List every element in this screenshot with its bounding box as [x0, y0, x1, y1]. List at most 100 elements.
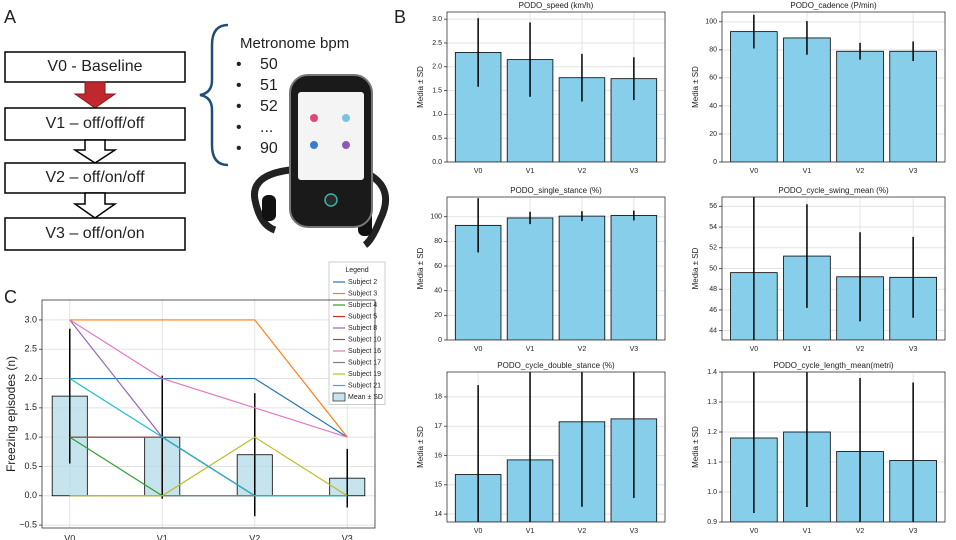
- x-tick-label: V3: [630, 528, 639, 535]
- bullet: •: [236, 77, 242, 94]
- y-axis-label: Media ± SD: [416, 426, 425, 468]
- x-tick-label: V3: [630, 168, 639, 175]
- y-axis-label: Freezing episodes (n): [4, 356, 18, 472]
- y-tick-label: 50: [709, 265, 717, 272]
- bullet: •: [236, 140, 242, 157]
- y-tick-label: 16: [434, 452, 442, 459]
- y-tick-label: 80: [434, 238, 442, 245]
- panel-label: B: [394, 7, 406, 27]
- step-label: V2 – off/on/off: [45, 169, 145, 186]
- bullet: •: [236, 56, 242, 73]
- legend-label: Subject 2: [348, 279, 377, 286]
- axes-frame: [721, 371, 946, 523]
- panel-label: C: [4, 287, 17, 307]
- earbud: [262, 195, 276, 221]
- legend-label: Subject 5: [348, 313, 377, 320]
- legend: Legend Subject 2 Subject 3 Subject 4 Subject…: [328, 261, 386, 405]
- x-tick-label: V0: [750, 346, 759, 353]
- chart-title: PODO_single_stance (%): [510, 186, 602, 195]
- x-tick-label: V1: [157, 533, 168, 540]
- icon: [310, 114, 318, 122]
- y-axis-label: Media ± SD: [691, 426, 700, 468]
- x-tick-label: V3: [630, 346, 639, 353]
- x-tick-label: V2: [856, 528, 865, 535]
- y-tick-label: 1.1: [707, 459, 717, 466]
- chart-title: PODO_cadence (P/min): [790, 1, 877, 10]
- legend-label: Subject 3: [348, 290, 377, 297]
- axes-frame: [41, 299, 376, 529]
- y-axis-label: Media ± SD: [416, 247, 425, 289]
- y-tick-label: 52: [709, 245, 717, 252]
- y-tick-label: 1.5: [24, 402, 37, 412]
- y-tick-label: 1.3: [707, 399, 717, 406]
- x-tick-label: V1: [526, 168, 535, 175]
- arrow: [73, 81, 117, 109]
- device-button: [324, 193, 338, 207]
- y-tick-label: 46: [709, 307, 717, 314]
- axes-frame: [446, 11, 666, 163]
- x-tick-label: V1: [526, 528, 535, 535]
- arrow: [72, 139, 118, 164]
- chart-title: PODO_speed (km/h): [519, 1, 594, 10]
- subplot: 14 15 16 17 18 V0 V1 V2 V3 Media ± SD PODO_cycle_d…: [416, 361, 666, 535]
- x-tick-label: V3: [342, 533, 353, 540]
- y-tick-label: 20: [434, 312, 442, 319]
- y-tick-label: 0.0: [24, 490, 37, 500]
- bullet: •: [236, 98, 242, 115]
- x-tick-label: V0: [474, 528, 483, 535]
- y-tick-label: 80: [709, 47, 717, 54]
- y-tick-label: 14: [434, 511, 442, 518]
- subplot: −0.5 0.0 0.5 1.0 1.5 2.0 2.5 3.0 V0 V1 V2 V3 Freezin…: [4, 261, 386, 540]
- y-tick-label: 15: [434, 482, 442, 489]
- bar: [889, 50, 937, 162]
- y-tick-label: 18: [434, 394, 442, 401]
- x-tick-label: V1: [803, 528, 812, 535]
- x-tick-label: V2: [856, 346, 865, 353]
- legend-title: Legend: [345, 267, 368, 274]
- legend-label: Subject 10: [348, 336, 381, 343]
- chart-title: PODO_cycle_length_mean(metri): [773, 361, 893, 370]
- legend-label: Subject 8: [348, 325, 377, 332]
- legend-label: Subject 17: [348, 359, 381, 366]
- legend-label: Mean ± SD: [348, 394, 383, 401]
- y-tick-label: 20: [709, 131, 717, 138]
- bpm-item: 51: [260, 77, 278, 94]
- series-line: [69, 378, 348, 497]
- plot-area: [454, 372, 658, 522]
- legend-label: Subject 19: [348, 371, 381, 378]
- metronome-title: Metronome bpm: [240, 35, 349, 52]
- step-label: V0 - Baseline: [47, 58, 142, 75]
- axes-frame: [721, 11, 946, 163]
- y-tick-label: 40: [434, 288, 442, 295]
- bar: [836, 50, 884, 162]
- x-tick-label: V2: [578, 168, 587, 175]
- legend-label: Subject 4: [348, 302, 377, 309]
- plot-area: [454, 18, 658, 162]
- x-tick-label: V2: [578, 346, 587, 353]
- x-tick-label: V1: [803, 346, 812, 353]
- y-tick-label: 54: [709, 224, 717, 231]
- y-tick-label: −0.5: [19, 519, 37, 529]
- bar: [506, 217, 554, 340]
- y-tick-label: 2.0: [24, 373, 37, 383]
- y-tick-label: 2.5: [24, 344, 37, 354]
- y-axis-label: Media ± SD: [691, 247, 700, 289]
- y-tick-label: 48: [709, 286, 717, 293]
- bar: [730, 31, 778, 162]
- y-tick-label: 0: [713, 159, 717, 166]
- plot-area: [730, 197, 937, 340]
- icon: [342, 114, 350, 122]
- y-tick-label: 1.0: [707, 489, 717, 496]
- x-tick-label: V1: [526, 346, 535, 353]
- y-tick-label: 60: [709, 75, 717, 82]
- x-tick-label: V0: [750, 528, 759, 535]
- bpm-item: 50: [260, 56, 278, 73]
- x-tick-label: V0: [474, 168, 483, 175]
- plot-area: [51, 319, 366, 517]
- protocol-diagram: V0 - Baseline V1 – off/off/off V2 – off/…: [4, 23, 390, 251]
- plot-area: [730, 14, 937, 162]
- arrow: [72, 192, 118, 219]
- x-tick-label: V3: [909, 346, 918, 353]
- y-tick-label: 1.5: [432, 87, 442, 94]
